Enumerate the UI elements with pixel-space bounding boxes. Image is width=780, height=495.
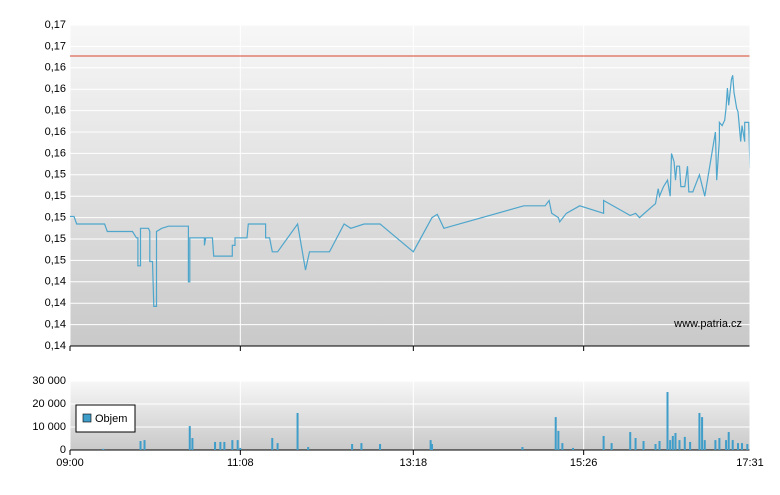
x-tick-label: 17:31	[736, 457, 764, 469]
plot-area	[70, 381, 750, 450]
volume-bar	[642, 441, 645, 450]
volume-bar	[666, 392, 669, 450]
volume-bar	[698, 412, 701, 450]
volume-bar	[561, 443, 564, 450]
x-tick-label: 13:18	[400, 457, 428, 469]
volume-bar	[360, 443, 363, 450]
volume-bar	[379, 444, 382, 450]
volume-bar	[689, 441, 692, 450]
x-tick-label: 11:08	[227, 457, 254, 469]
volume-bar	[737, 443, 740, 450]
volume-bar	[143, 440, 146, 450]
price-line	[70, 75, 751, 307]
volume-bar	[678, 440, 681, 450]
volume-bar	[727, 432, 730, 450]
volume-bar	[718, 438, 721, 450]
volume-bar	[191, 438, 194, 450]
volume-bar	[572, 447, 575, 450]
volume-bar	[276, 443, 279, 450]
volume-bar	[746, 444, 749, 450]
y-tick-label: 0,16	[45, 83, 66, 95]
layer: 0,14 0,14 0,14 0,14 0,15 0,15 0,15 0,15 0,15 0,16…	[32, 19, 763, 469]
volume-bar	[271, 438, 274, 450]
volume-bar	[725, 440, 728, 450]
volume-bar	[741, 443, 744, 450]
volume-bar	[296, 412, 299, 450]
y-tick-label: 10 000	[32, 421, 66, 433]
volume-bar	[629, 432, 632, 450]
volume-bar	[602, 435, 605, 450]
y-tick-label: 0,16	[45, 62, 66, 74]
volume-bar	[351, 444, 354, 450]
volume-bar	[139, 441, 142, 450]
volume-bar	[557, 430, 560, 450]
volume-bar	[214, 441, 217, 450]
volume-bar	[658, 441, 661, 450]
volume-bar	[102, 448, 105, 450]
x-tick-label: 15:26	[570, 457, 598, 469]
watermark: www.patria.cz	[673, 318, 742, 330]
legend: Objem	[82, 413, 127, 425]
volume-bar	[714, 440, 717, 450]
legend-label: Objem	[95, 413, 127, 425]
volume-bar	[654, 444, 657, 450]
volume-bar	[430, 444, 433, 450]
volume-bar	[429, 440, 432, 450]
volume-bar	[634, 438, 637, 450]
legend-swatch	[82, 413, 92, 423]
y-tick-label: 0,14	[45, 297, 66, 309]
y-tick-label: 30 000	[32, 375, 66, 387]
volume-bar	[231, 440, 234, 450]
volume-bar	[188, 426, 191, 450]
volume-bar	[674, 432, 677, 450]
y-tick-label: 0,14	[45, 276, 66, 288]
y-tick-label: 0,15	[45, 190, 66, 202]
y-tick-label: 0,14	[45, 319, 66, 331]
volume-bar	[683, 436, 686, 450]
y-tick-label: 0,15	[45, 254, 66, 266]
y-tick-label: 0,17	[45, 19, 66, 31]
volume-bar	[671, 435, 674, 450]
y-tick-label: 0,16	[45, 105, 66, 117]
volume-bar	[521, 447, 524, 450]
y-tick-label: 0,15	[45, 169, 66, 181]
plot-area	[70, 25, 750, 346]
volume-bar	[610, 443, 613, 450]
volume-bar	[701, 417, 704, 450]
volume-bar	[307, 447, 310, 450]
volume-bar	[703, 440, 706, 450]
volume-bar	[554, 417, 557, 450]
volume-bar	[223, 441, 226, 450]
volume-bar	[239, 447, 242, 450]
y-tick-label: 0	[60, 444, 66, 456]
volume-bar	[669, 440, 672, 450]
y-tick-label: 0,16	[45, 126, 66, 138]
y-tick-label: 20 000	[32, 398, 66, 410]
y-tick-label: 0,15	[45, 233, 66, 245]
y-tick-label: 0,14	[45, 340, 66, 352]
volume-bar	[219, 441, 222, 450]
y-tick-label: 0,15	[45, 212, 66, 224]
x-tick-label: 09:00	[56, 457, 84, 469]
y-tick-label: 0,17	[45, 40, 66, 52]
volume-bar	[236, 440, 239, 450]
y-tick-label: 0,16	[45, 147, 66, 159]
volume-bar	[731, 440, 734, 450]
